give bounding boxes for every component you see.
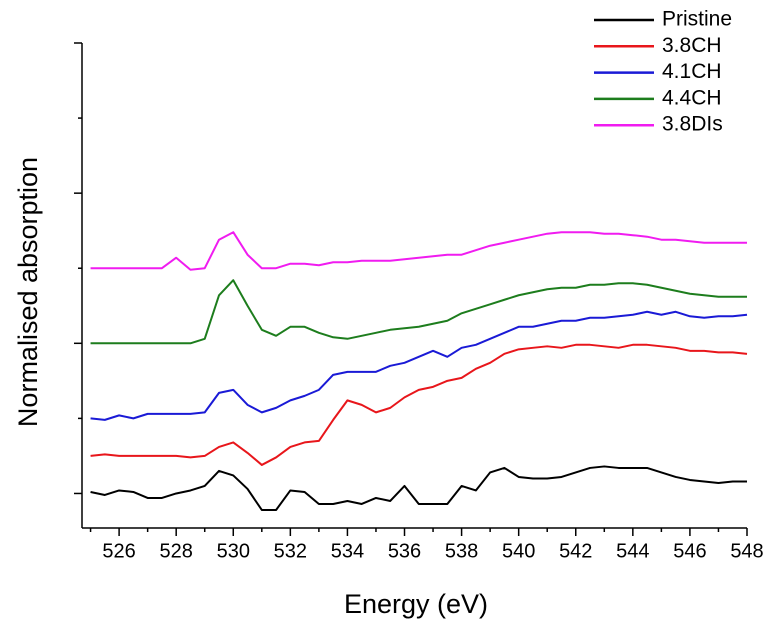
y-axis-title: Normalised absorption — [13, 157, 43, 427]
x-tick-label: 526 — [102, 540, 135, 562]
legend-label: 4.1CH — [662, 60, 722, 83]
series-line — [90, 465, 747, 511]
x-tick-label: 540 — [502, 540, 535, 562]
legend-label: 3.8CH — [662, 34, 722, 57]
series-line — [90, 310, 748, 421]
legend-label: 3.8DIs — [662, 113, 723, 136]
x-tick-label: 536 — [388, 540, 421, 562]
series-line — [90, 343, 748, 466]
x-tick-label: 538 — [445, 540, 478, 562]
x-tick-label: 528 — [159, 540, 192, 562]
x-tick-label: 534 — [331, 540, 364, 562]
legend-label: Pristine — [662, 8, 732, 31]
series-line — [90, 231, 747, 271]
x-tick-label: 542 — [559, 540, 592, 562]
x-tick-label: 548 — [730, 540, 763, 562]
x-tick-label: 530 — [217, 540, 250, 562]
x-tick-label: 544 — [616, 540, 649, 562]
x-tick-label: 532 — [274, 540, 307, 562]
x-axis-title: Energy (eV) — [344, 589, 488, 619]
legend-label: 4.4CH — [662, 86, 722, 109]
series-line — [90, 279, 747, 345]
x-tick-label: 546 — [673, 540, 706, 562]
